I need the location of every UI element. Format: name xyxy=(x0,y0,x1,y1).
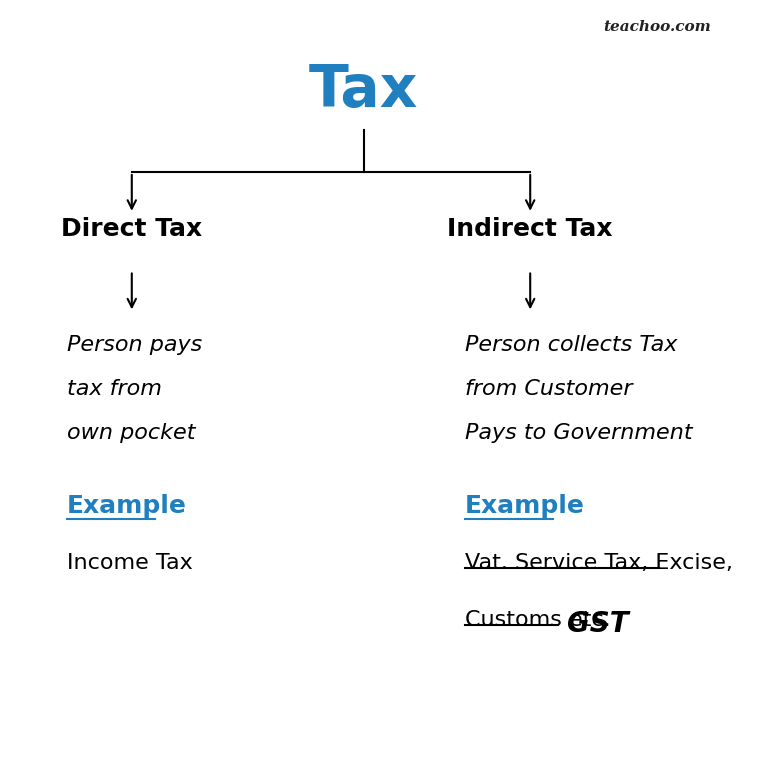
Text: tax from: tax from xyxy=(67,379,162,399)
Text: Example: Example xyxy=(67,494,187,518)
Text: Pays to Government: Pays to Government xyxy=(465,423,692,443)
Text: Person pays: Person pays xyxy=(67,335,202,355)
Text: Customs etc.: Customs etc. xyxy=(465,610,611,630)
Text: Income Tax: Income Tax xyxy=(67,553,192,573)
Text: Vat. Service Tax, Excise,: Vat. Service Tax, Excise, xyxy=(465,553,733,573)
Text: GST: GST xyxy=(566,610,629,638)
Text: own pocket: own pocket xyxy=(67,423,195,443)
Text: Indirect Tax: Indirect Tax xyxy=(447,218,613,241)
Text: teachoo.com: teachoo.com xyxy=(604,21,711,34)
Text: Direct Tax: Direct Tax xyxy=(61,218,202,241)
Text: Tax: Tax xyxy=(309,62,419,119)
Text: Person collects Tax: Person collects Tax xyxy=(465,335,678,355)
Text: Example: Example xyxy=(465,494,585,518)
Text: from Customer: from Customer xyxy=(465,379,633,399)
